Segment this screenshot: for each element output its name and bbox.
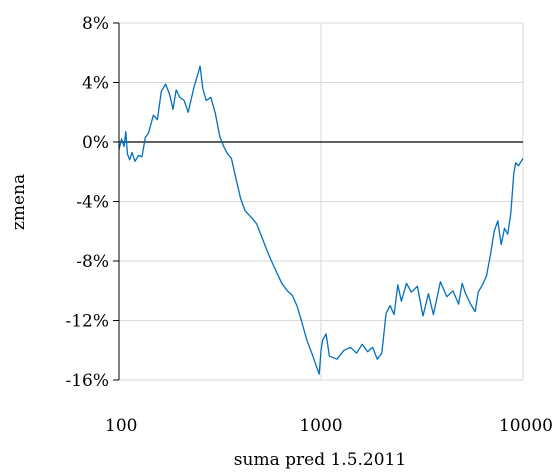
y-tick-label: -8% (76, 252, 109, 272)
y-tick-label: -4% (76, 193, 109, 213)
y-tick-label: -16% (65, 371, 109, 391)
y-axis-title: zmena (9, 174, 29, 230)
y-tick-label: -12% (65, 312, 109, 332)
tick-labels: 8% 4% 0% -4% -8% -12% -16% 100 1000 10000 (65, 14, 553, 436)
y-tick-label: 0% (82, 133, 109, 153)
series-group (118, 65, 524, 375)
y-tick-label: 4% (82, 74, 109, 94)
x-axis-title: suma pred 1.5.2011 (234, 450, 406, 470)
x-tick-label: 1000 (299, 416, 342, 436)
axes (113, 22, 120, 381)
x-tick-label: 10000 (499, 416, 553, 436)
gridlines (119, 22, 524, 381)
x-tick-label: 100 (105, 416, 137, 436)
series-line (118, 65, 524, 375)
y-tick-label: 8% (82, 14, 109, 34)
